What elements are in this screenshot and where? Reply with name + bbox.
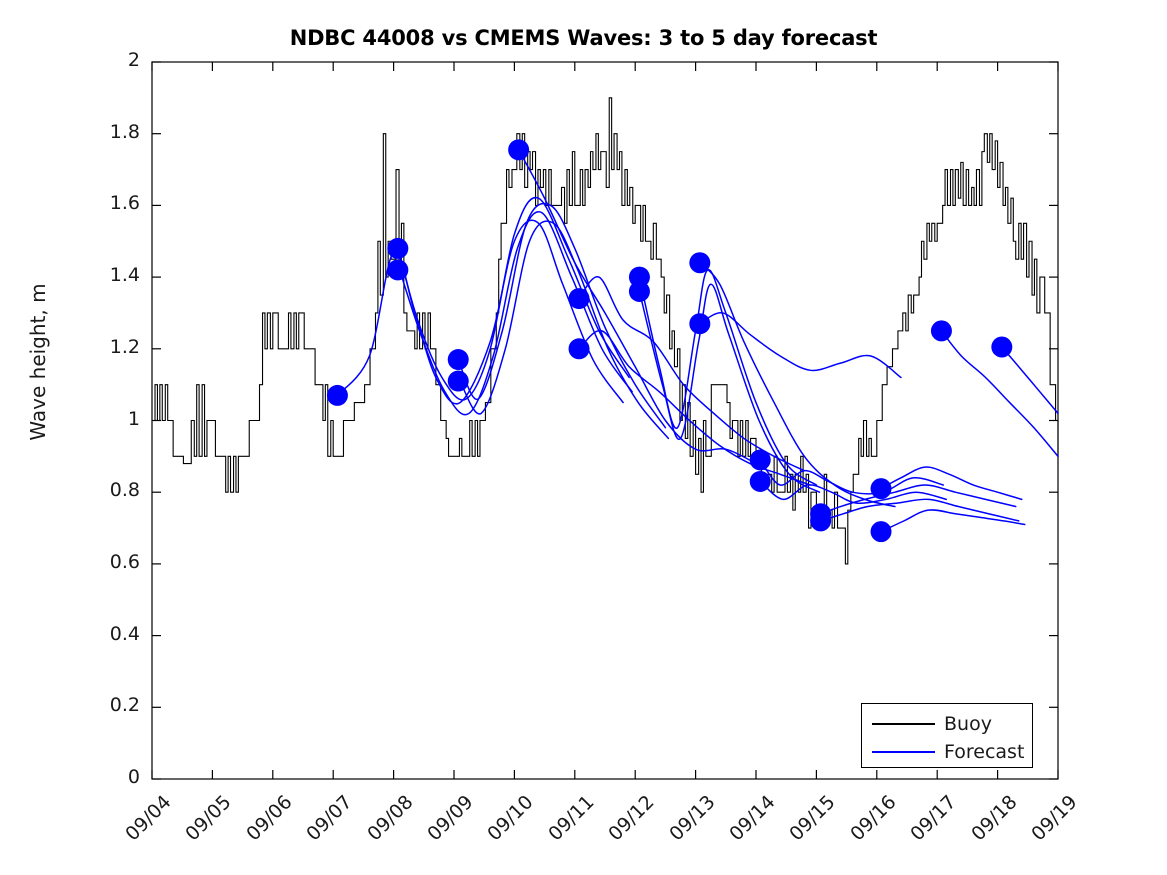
y-tick-label: 1.4 [109, 264, 140, 287]
axes-frame [151, 61, 1059, 780]
legend-swatch-line [872, 723, 935, 725]
forecast-start-markers [326, 139, 1013, 543]
y-tick-label: 1.6 [109, 192, 140, 215]
legend-item: Forecast [862, 738, 1032, 770]
y-tick-label: 1.8 [109, 120, 140, 143]
legend-item: Buoy [862, 710, 1032, 742]
y-tick-label: 0.4 [109, 622, 140, 645]
legend-label: Buoy [944, 713, 992, 735]
buoy-series [152, 97, 1059, 565]
y-tick-label: 0 [127, 766, 140, 788]
y-tick-label: 1 [127, 407, 140, 430]
y-tick-label: 0.2 [109, 694, 140, 717]
legend: Buoy Forecast [861, 703, 1033, 768]
axis-ticks [151, 61, 1059, 780]
y-tick-label: 0.6 [109, 550, 140, 573]
y-tick-label: 1.2 [109, 335, 140, 358]
legend-label: Forecast [944, 741, 1025, 763]
page-title: NDBC 44008 vs CMEMS Waves: 3 to 5 day fo… [289, 26, 878, 50]
y-tick-label: 0.8 [109, 479, 140, 502]
legend-swatch-line [872, 751, 935, 753]
y-tick-label: 2 [127, 49, 140, 71]
